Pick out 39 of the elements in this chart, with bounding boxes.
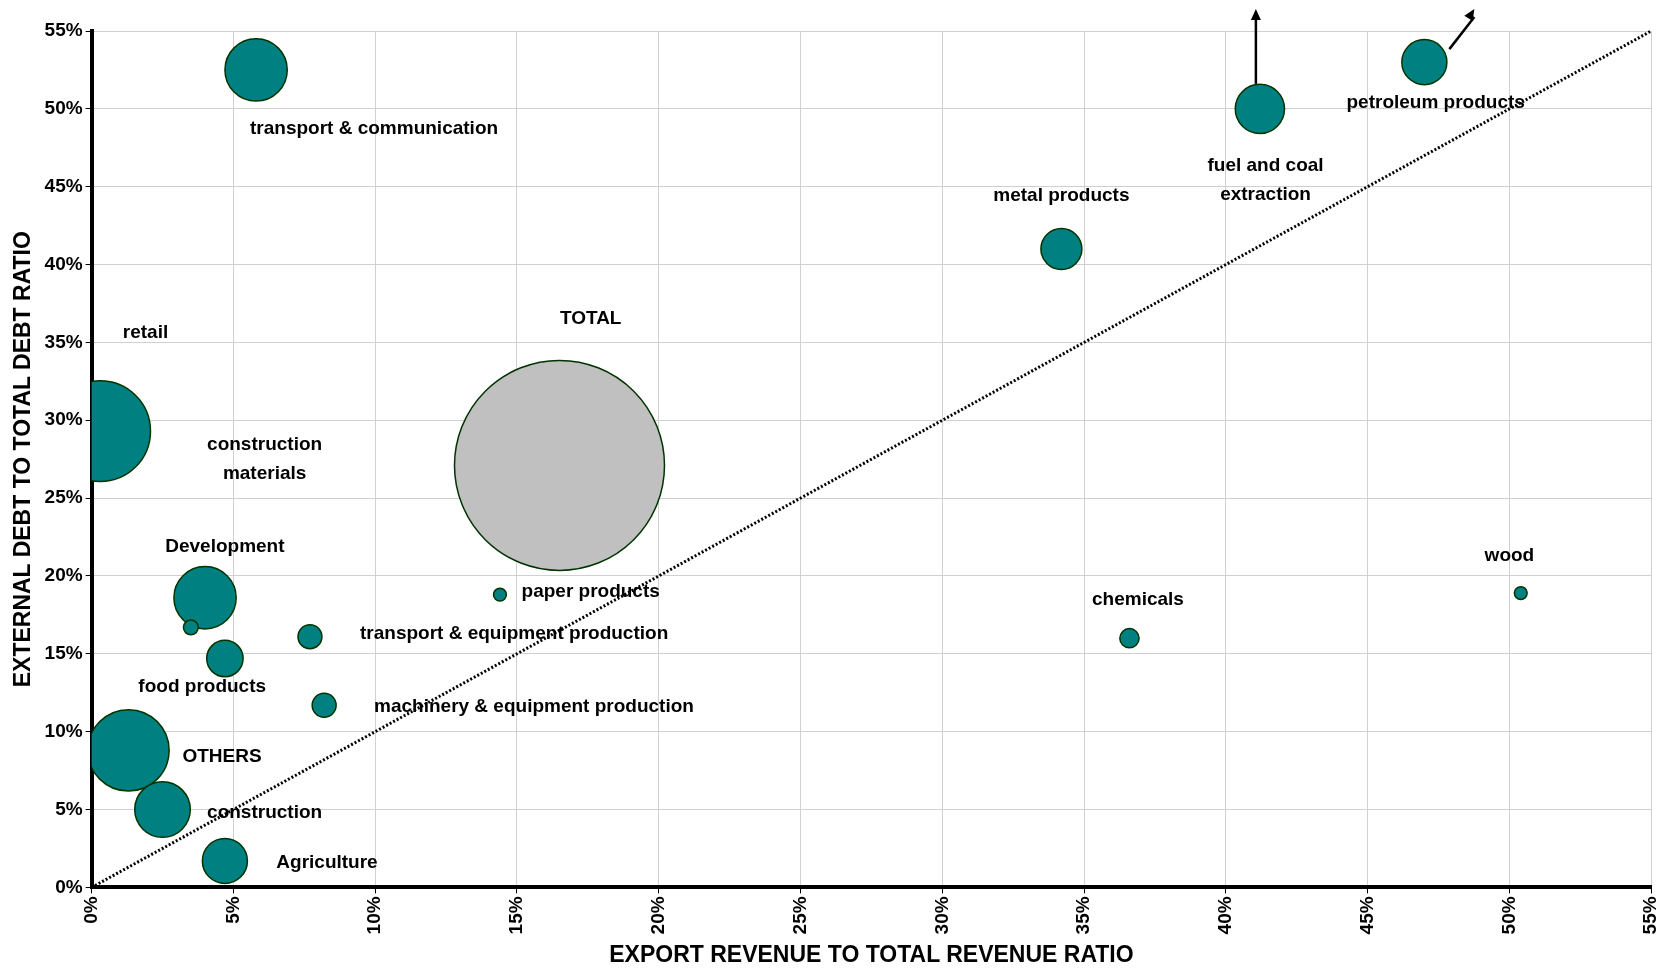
x-tick-label: 5% [221,896,243,924]
annotation: chemicals [1092,587,1184,609]
x-tick-label: 20% [646,896,668,935]
y-tick-label: 30% [44,408,83,430]
y-tick-label: 5% [55,797,83,819]
annotation: wood [1483,543,1535,565]
annotation: transport & communication [250,117,499,139]
annotation: Development [165,534,286,556]
y-tick-label: 15% [44,642,83,664]
annotation: TOTAL [559,307,622,329]
annotation: Agriculture [276,850,378,872]
y-tick-label: 40% [44,252,83,274]
annotation: metal products [993,184,1130,206]
y-tick-label: 55% [44,19,83,41]
x-tick-label: 45% [1355,896,1377,935]
y-tick-label: 50% [44,97,83,119]
x-tick-label: 25% [788,896,810,935]
annotation: food products [138,674,267,696]
annotation: retail [122,321,169,343]
y-tick-label: 20% [44,564,83,586]
annotation: OTHERS [182,744,262,766]
y-tick-label: 25% [44,486,83,508]
x-tick-label: 40% [1214,896,1236,935]
annotation: petroleum products [1346,90,1525,112]
x-tick-label: 0% [79,896,101,924]
x-tick-label: 10% [363,896,385,935]
x-tick-label: 35% [1072,896,1094,935]
x-tick-label: 50% [1497,896,1519,935]
y-tick-label: 35% [44,330,83,352]
x-tick-label: 15% [505,896,527,935]
y-tick-label: 10% [44,719,83,741]
annotation: construction materials [207,432,323,483]
x-tick-label: 55% [1639,896,1661,935]
annotation: fuel and coal extraction [1207,154,1324,205]
y-tick-label: 45% [44,174,83,196]
x-axis-title: EXPORT REVENUE TO TOTAL REVENUE RATIO [609,940,1134,967]
y-tick-label: 0% [55,875,83,897]
x-tick-label: 30% [930,896,952,935]
y-axis-title: EXTERNAL DEBT TO TOTAL DEBT RATIO [9,231,36,688]
